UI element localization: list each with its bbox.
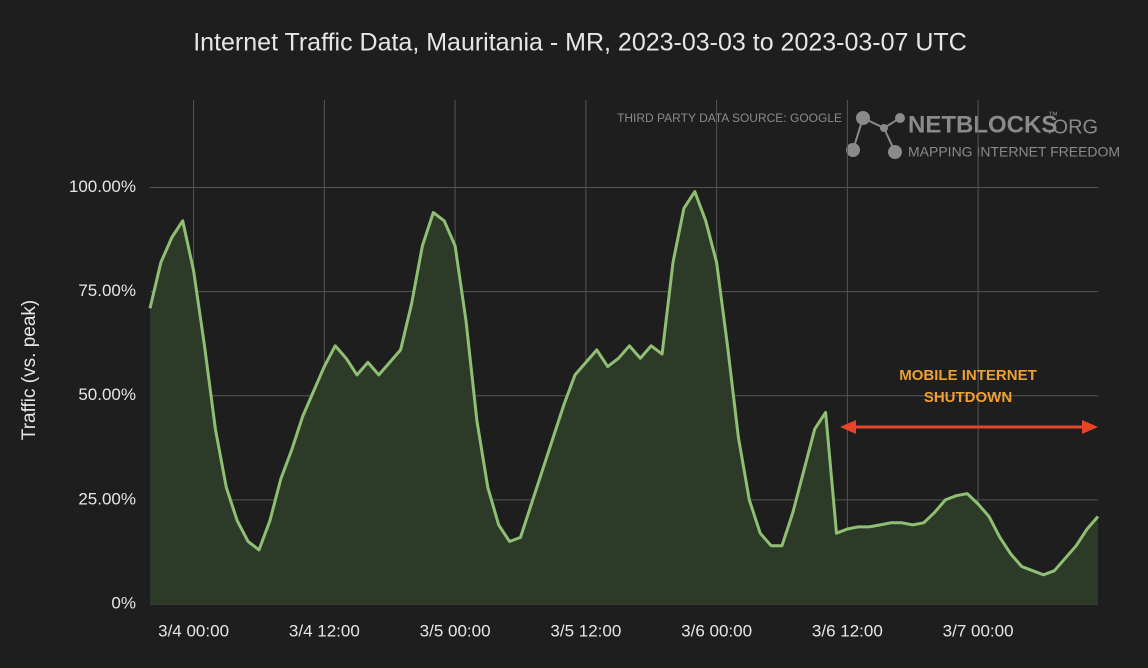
x-tick-label: 3/6 12:00	[812, 621, 883, 640]
y-tick-label: 100.00%	[69, 177, 136, 196]
area-fill	[150, 191, 1098, 604]
logo-name: NETBLOCKS	[908, 111, 1057, 138]
x-tick-label: 3/4 00:00	[158, 621, 229, 640]
logo-icon	[846, 111, 905, 159]
annotation-line: SHUTDOWN	[924, 389, 1012, 406]
y-tick-label: 50.00%	[78, 385, 136, 404]
source-note: THIRD PARTY DATA SOURCE: GOOGLE	[617, 111, 842, 125]
plot: 0% 25.00% 50.00% 75.00% 100.00% 3/4 00:00 3/4 …	[69, 100, 1100, 640]
x-tick-label: 3/5 12:00	[550, 621, 621, 640]
y-tick-label: 75.00%	[78, 281, 136, 300]
chart-title: Internet Traffic Data, Mauritania - MR, …	[193, 29, 967, 57]
traffic-line	[148, 190, 1100, 577]
x-tick-label: 3/7 00:00	[943, 621, 1014, 640]
logo-tagline: MAPPING INTERNET FREEDOM	[908, 144, 1120, 160]
y-axis-label: Traffic (vs. peak)	[19, 300, 40, 440]
logo-suffix: .ORG	[1047, 116, 1098, 138]
annotation-line: MOBILE INTERNET	[899, 367, 1037, 384]
logo-tm: ™	[1048, 111, 1058, 122]
y-tick-label: 25.00%	[78, 489, 136, 508]
x-tick-label: 3/4 12:00	[289, 621, 360, 640]
x-tick-label: 3/6 00:00	[681, 621, 752, 640]
annotation-arrow	[840, 420, 1098, 434]
y-tick-label: 0%	[111, 593, 136, 612]
x-tick-label: 3/5 00:00	[420, 621, 491, 640]
